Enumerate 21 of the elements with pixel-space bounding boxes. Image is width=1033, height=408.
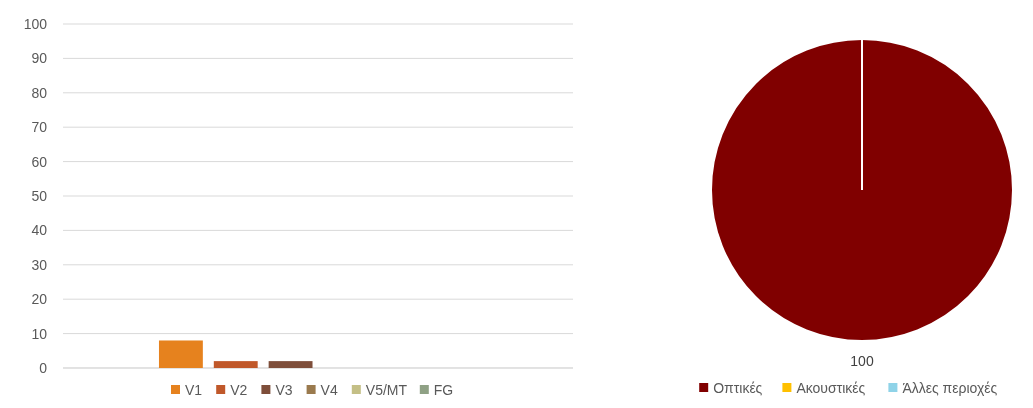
- legend-label: V2: [230, 381, 248, 398]
- legend-label: Ακουστικές: [796, 379, 866, 396]
- y-tick-label: 30: [31, 256, 48, 273]
- legend-label: FG: [433, 381, 454, 398]
- y-tick-label: 70: [31, 119, 48, 136]
- legend-label: V4: [320, 381, 338, 398]
- y-tick-label: 90: [31, 50, 48, 67]
- legend-label: V5/MT: [365, 381, 408, 398]
- y-tick-label: 10: [31, 325, 48, 342]
- y-tick-label: 60: [31, 153, 48, 170]
- data-label: 100: [850, 352, 874, 369]
- y-tick-label: 20: [31, 291, 48, 308]
- y-tick-label: 100: [23, 15, 48, 32]
- legend-label: Οπτικές: [713, 379, 763, 396]
- y-tick-label: 80: [31, 84, 48, 101]
- y-tick-label: 40: [31, 222, 48, 239]
- legend-label: Άλλες περιοχές: [902, 379, 998, 396]
- y-tick-label: 0: [39, 359, 48, 376]
- legend-label: V3: [275, 381, 293, 398]
- legend-label: V1: [185, 381, 203, 398]
- y-tick-label: 50: [31, 187, 48, 204]
